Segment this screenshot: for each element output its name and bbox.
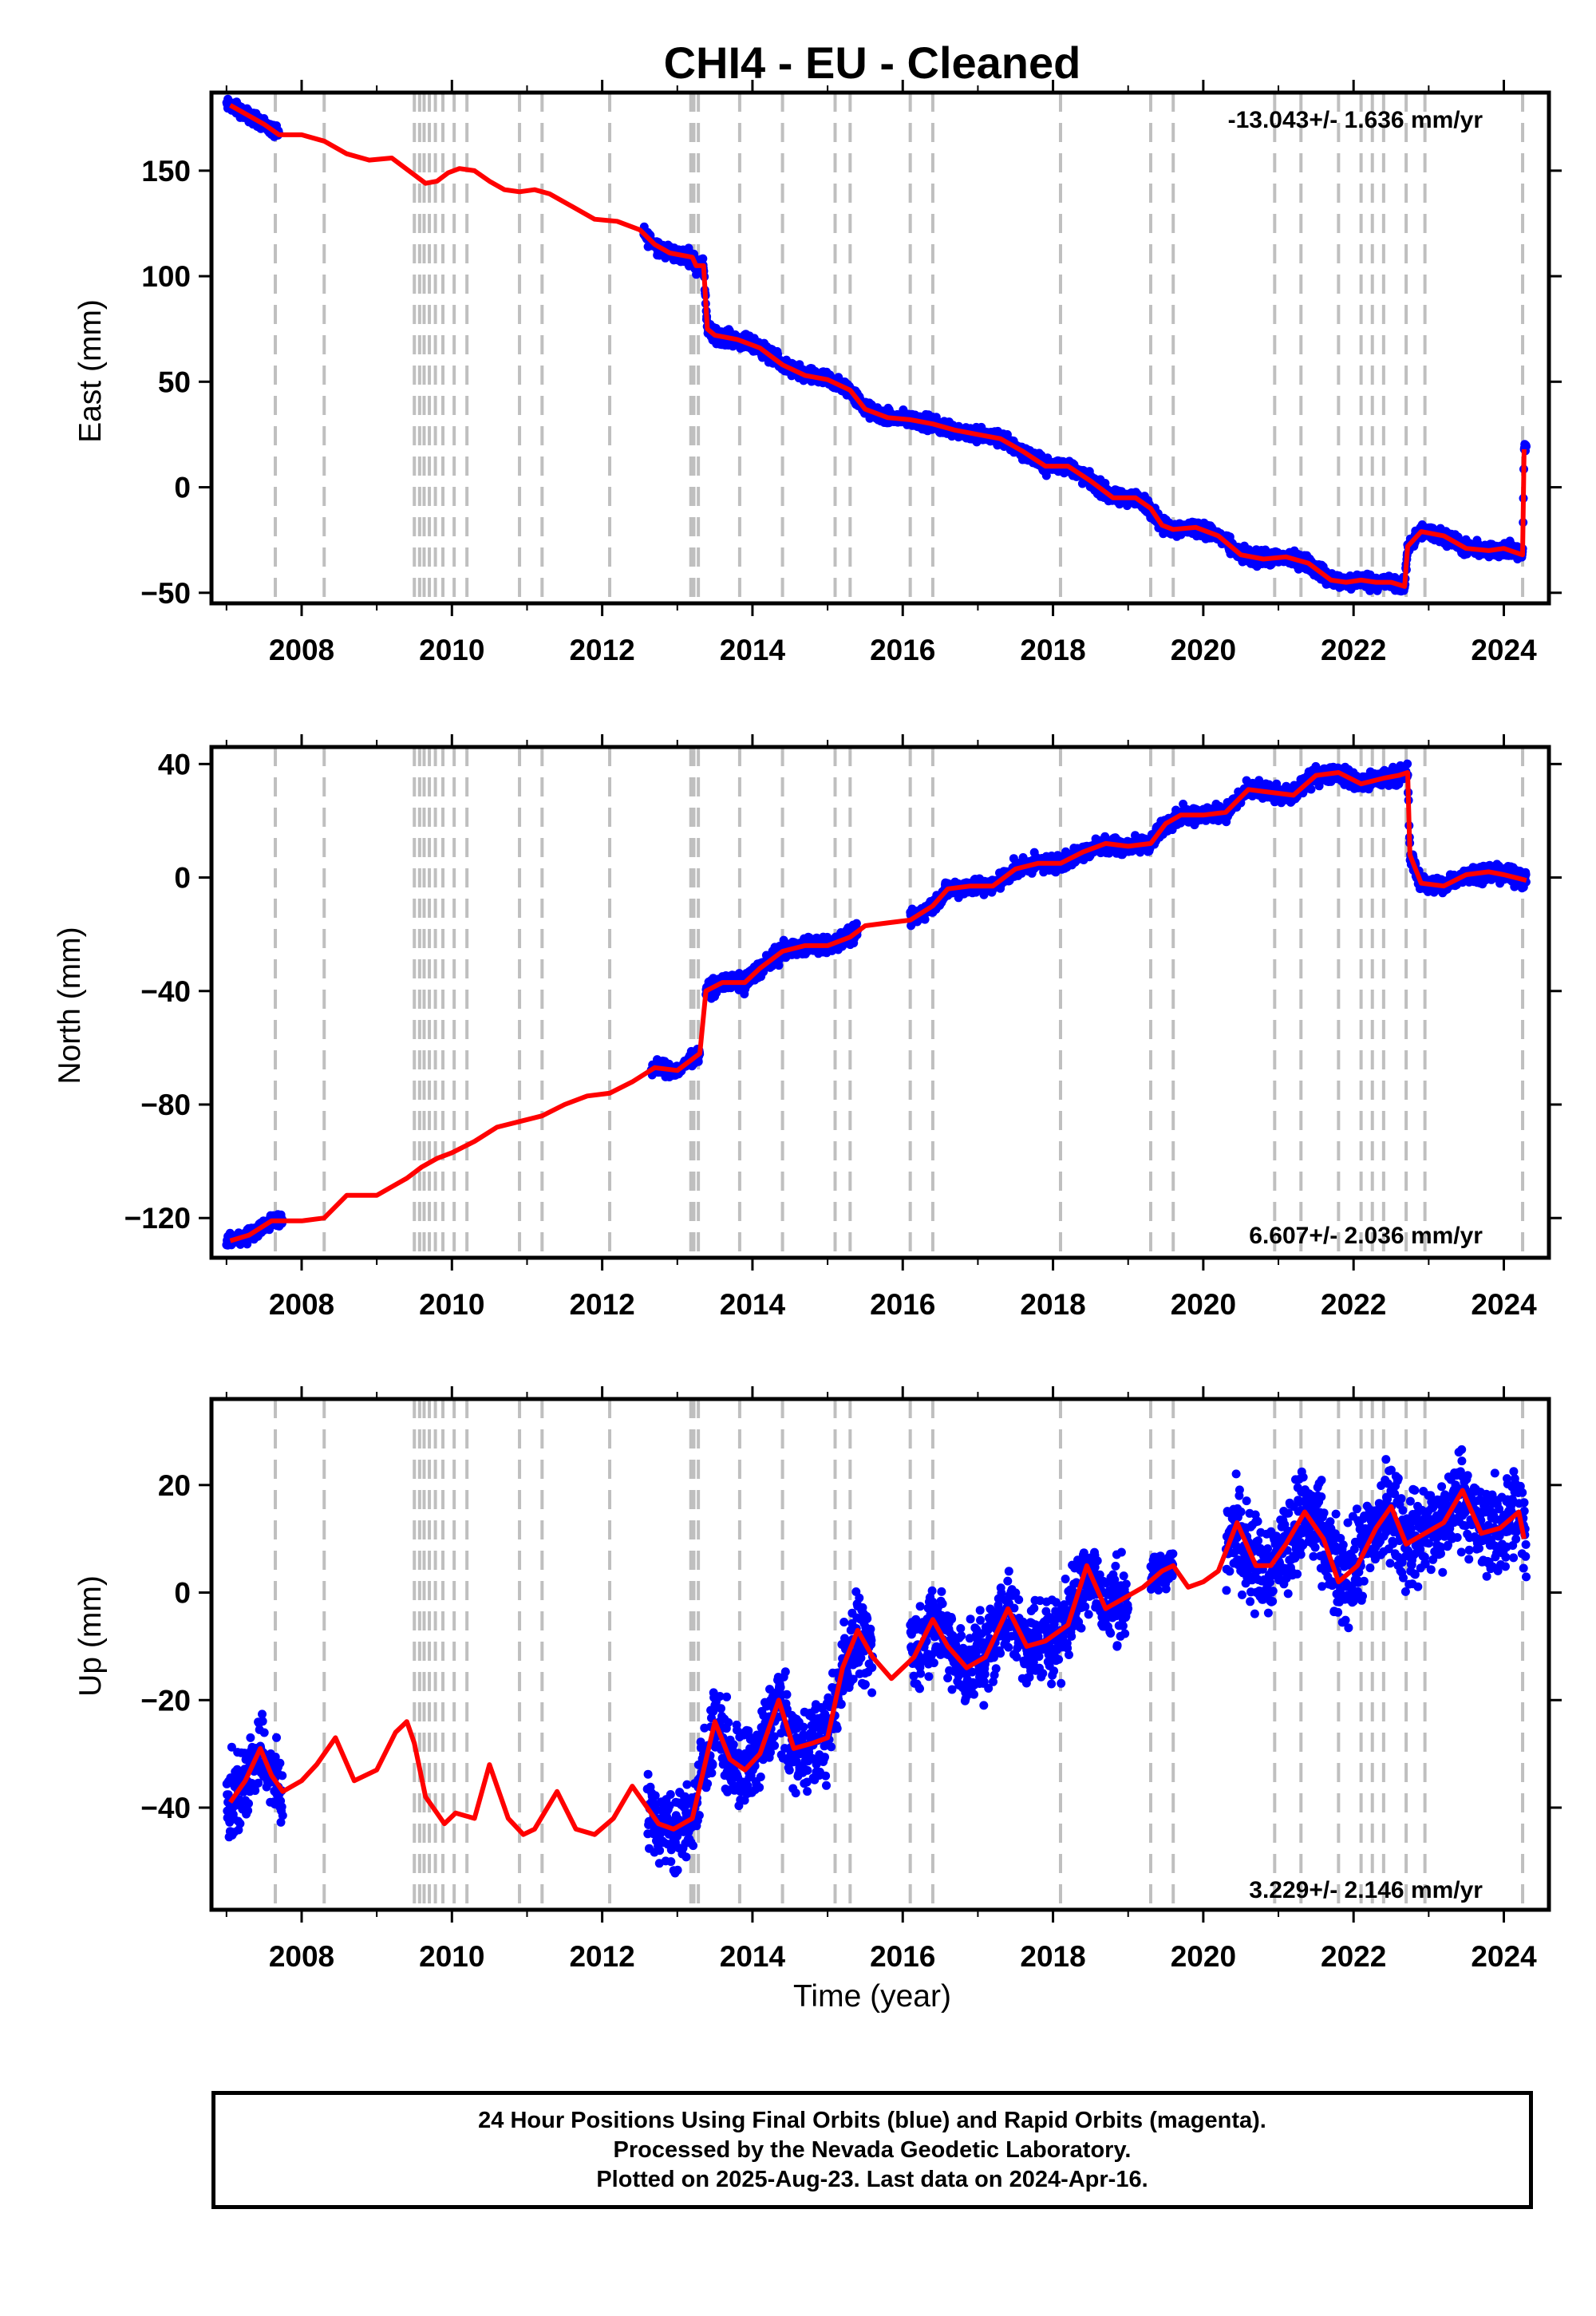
plot-frame [209, 90, 1551, 606]
x-tick-label: 2024 [1471, 634, 1537, 666]
x-tick-label: 2016 [870, 634, 935, 666]
y-tick-label: 0 [174, 472, 191, 504]
x-tick-label: 2010 [419, 634, 484, 666]
x-tick-label: 2020 [1171, 634, 1236, 666]
y-tick-label: −50 [140, 577, 191, 610]
data-point [1306, 785, 1316, 794]
y-tick-label: 150 [141, 155, 191, 188]
east-y-axis-label: East (mm) [73, 299, 108, 443]
y-tick-label: 50 [158, 366, 191, 398]
x-tick-label: 2014 [720, 634, 786, 666]
y-tick-label: 100 [141, 260, 191, 293]
chart-title: CHI4 - EU - Cleaned [664, 38, 1081, 88]
x-tick-label: 2012 [569, 634, 634, 666]
event-lines [274, 747, 1525, 1258]
data-point [920, 915, 930, 924]
data-point [698, 254, 708, 263]
east-panel: 2008 2010 2012 2014 2016 2018 2020 2022 2024 −50 0… [73, 80, 1562, 666]
event-lines [274, 93, 1525, 603]
x-tick-label: 2022 [1321, 634, 1386, 666]
east-rate-label: -13.043+/- 1.636 mm/yr [1228, 107, 1483, 133]
x-tick-label: 2018 [1020, 634, 1085, 666]
north-panel: 2008 2010 2012 2014 2016 2018 2020 2022 2024−120… [53, 734, 1562, 1321]
x-tick-label: 2008 [269, 634, 334, 666]
